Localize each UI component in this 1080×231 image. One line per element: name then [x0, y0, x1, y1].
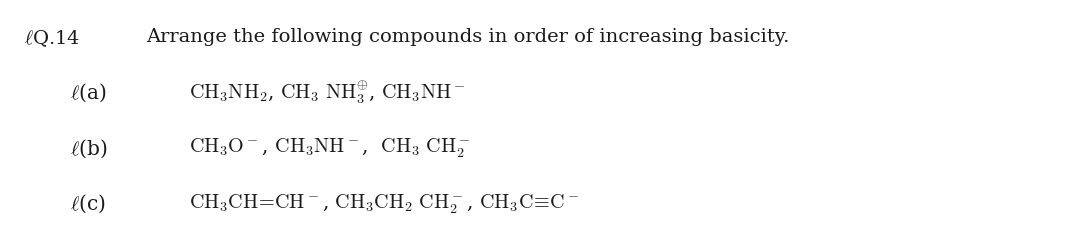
Text: $\mathit{\ell}$(c): $\mathit{\ell}$(c): [70, 192, 106, 214]
Text: $\mathrm{CH_3O^-}$, $\mathrm{CH_3NH^-}$,  $\mathrm{CH_3\ CH_2^-}$: $\mathrm{CH_3O^-}$, $\mathrm{CH_3NH^-}$,…: [189, 136, 471, 159]
Text: Arrange the following compounds in order of increasing basicity.: Arrange the following compounds in order…: [146, 28, 789, 46]
Text: $\mathit{\ell}$Q.14: $\mathit{\ell}$Q.14: [24, 28, 80, 48]
Text: $\mathit{\ell}$(a): $\mathit{\ell}$(a): [70, 81, 107, 103]
Text: $\mathrm{CH_3NH_2}$, $\mathrm{CH_3\ NH_3^{\oplus}}$, $\mathrm{CH_3NH^-}$: $\mathrm{CH_3NH_2}$, $\mathrm{CH_3\ NH_3…: [189, 79, 465, 106]
Text: $\mathrm{CH_3CH\!=\!CH^-}$, $\mathrm{CH_3CH_2\ CH_2^-}$, $\mathrm{CH_3C\!\equiv\: $\mathrm{CH_3CH\!=\!CH^-}$, $\mathrm{CH_…: [189, 192, 579, 215]
Text: $\mathit{\ell}$(b): $\mathit{\ell}$(b): [70, 137, 108, 159]
